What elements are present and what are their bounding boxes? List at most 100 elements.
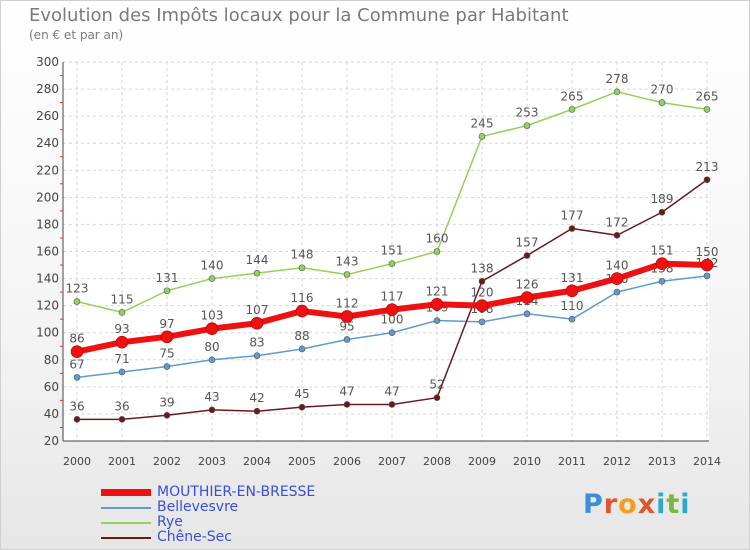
chart-legend: MOUTHIER-EN-BRESSE Bellevesvre Rye Chêne-Se… xyxy=(101,485,315,545)
data-point-rye xyxy=(658,99,666,106)
data-point-ch-ne-sec xyxy=(253,407,261,415)
data-point-bellevesvre xyxy=(343,336,351,343)
x-tick-label: 2013 xyxy=(648,455,676,468)
y-tick-label: 140 xyxy=(36,272,59,286)
legend-item: Chêne-Sec xyxy=(101,530,315,545)
legend-label: Rye xyxy=(157,514,183,530)
data-point-ch-ne-sec xyxy=(613,231,621,239)
data-label-mouthier-en-bresse: 86 xyxy=(69,332,84,346)
data-point-bellevesvre xyxy=(613,288,621,296)
y-tick-label: 80 xyxy=(44,353,59,367)
data-point-bellevesvre xyxy=(523,310,531,318)
legend-swatch xyxy=(101,489,151,496)
data-point-mouthier-en-bresse xyxy=(565,284,579,298)
data-point-ch-ne-sec xyxy=(343,401,351,408)
x-tick-label: 2006 xyxy=(333,455,361,468)
data-point-bellevesvre xyxy=(118,368,126,376)
data-label-mouthier-en-bresse: 121 xyxy=(426,284,449,298)
x-tick-label: 2003 xyxy=(198,455,226,468)
data-point-rye xyxy=(568,106,576,113)
data-label-ch-ne-sec: 47 xyxy=(384,384,399,398)
data-point-rye xyxy=(478,133,486,140)
data-label-ch-ne-sec: 172 xyxy=(606,215,629,229)
data-point-mouthier-en-bresse xyxy=(205,322,219,335)
data-point-mouthier-en-bresse xyxy=(250,316,264,330)
data-point-ch-ne-sec xyxy=(298,403,306,411)
data-point-bellevesvre xyxy=(73,374,81,381)
data-label-bellevesvre: 95 xyxy=(339,319,354,333)
data-point-ch-ne-sec xyxy=(118,416,126,423)
data-point-rye xyxy=(118,309,126,316)
data-label-mouthier-en-bresse: 150 xyxy=(696,245,719,259)
data-label-ch-ne-sec: 52 xyxy=(429,378,444,392)
data-point-mouthier-en-bresse xyxy=(520,291,534,304)
data-point-ch-ne-sec xyxy=(523,252,531,259)
data-label-mouthier-en-bresse: 116 xyxy=(291,291,314,305)
data-label-mouthier-en-bresse: 107 xyxy=(246,303,269,317)
data-point-mouthier-en-bresse xyxy=(700,258,714,272)
data-label-mouthier-en-bresse: 151 xyxy=(651,244,674,258)
data-point-mouthier-en-bresse xyxy=(475,299,489,312)
legend-label: MOUTHIER-EN-BRESSE xyxy=(157,484,316,500)
data-label-rye: 140 xyxy=(201,259,224,273)
data-point-mouthier-en-bresse xyxy=(340,310,354,323)
x-tick-label: 2000 xyxy=(63,455,91,468)
legend-item: Rye xyxy=(101,515,315,530)
data-point-bellevesvre xyxy=(388,329,396,337)
data-label-mouthier-en-bresse: 97 xyxy=(159,317,174,331)
plot-area xyxy=(63,62,709,441)
data-label-ch-ne-sec: 45 xyxy=(294,387,309,401)
data-point-rye xyxy=(343,271,351,278)
data-point-ch-ne-sec xyxy=(478,277,486,285)
x-tick-label: 2009 xyxy=(468,455,496,468)
data-point-bellevesvre xyxy=(208,356,216,364)
data-point-mouthier-en-bresse xyxy=(295,304,309,318)
data-label-ch-ne-sec: 138 xyxy=(471,261,494,275)
data-point-ch-ne-sec xyxy=(433,394,441,401)
data-label-mouthier-en-bresse: 126 xyxy=(516,278,539,292)
data-label-rye: 115 xyxy=(111,292,134,306)
y-tick-label: 100 xyxy=(36,326,59,340)
data-point-mouthier-en-bresse xyxy=(115,335,129,349)
data-label-rye: 144 xyxy=(246,253,269,267)
legend-label: Bellevesvre xyxy=(157,499,239,515)
data-point-bellevesvre xyxy=(568,315,576,323)
data-label-rye: 265 xyxy=(696,89,719,103)
data-point-rye xyxy=(433,248,441,255)
data-point-ch-ne-sec xyxy=(73,416,81,423)
y-tick-label: 260 xyxy=(36,109,59,123)
y-tick-label: 280 xyxy=(36,82,59,96)
data-label-ch-ne-sec: 157 xyxy=(516,236,539,250)
data-point-rye xyxy=(208,275,216,282)
data-label-rye: 123 xyxy=(66,282,89,296)
data-point-rye xyxy=(613,88,621,96)
legend-label: Chêne-Sec xyxy=(157,529,232,545)
data-point-rye xyxy=(298,264,306,272)
data-point-ch-ne-sec xyxy=(703,176,711,184)
data-point-mouthier-en-bresse xyxy=(430,297,444,311)
data-label-mouthier-en-bresse: 120 xyxy=(471,286,494,300)
data-label-mouthier-en-bresse: 131 xyxy=(561,271,584,285)
y-tick-label: 180 xyxy=(36,217,59,231)
data-point-rye xyxy=(163,287,171,295)
data-label-mouthier-en-bresse: 112 xyxy=(336,296,359,310)
y-tick-label: 160 xyxy=(36,245,59,259)
data-point-ch-ne-sec xyxy=(163,411,171,419)
data-label-rye: 245 xyxy=(471,116,494,130)
legend-swatch xyxy=(101,536,151,539)
data-point-bellevesvre xyxy=(478,318,486,326)
x-tick-label: 2002 xyxy=(153,455,181,468)
data-point-rye xyxy=(73,298,81,305)
data-label-rye: 160 xyxy=(426,232,449,246)
data-point-rye xyxy=(388,260,396,267)
y-tick-label: 220 xyxy=(36,163,59,177)
chart-subtitle: (en € et par an) xyxy=(29,28,124,42)
data-point-mouthier-en-bresse xyxy=(160,330,174,344)
data-point-mouthier-en-bresse xyxy=(385,303,399,317)
legend-swatch xyxy=(101,521,151,524)
data-label-ch-ne-sec: 189 xyxy=(651,192,674,206)
data-point-bellevesvre xyxy=(253,352,261,360)
data-label-bellevesvre: 71 xyxy=(114,352,129,366)
x-tick-label: 2004 xyxy=(243,455,271,468)
